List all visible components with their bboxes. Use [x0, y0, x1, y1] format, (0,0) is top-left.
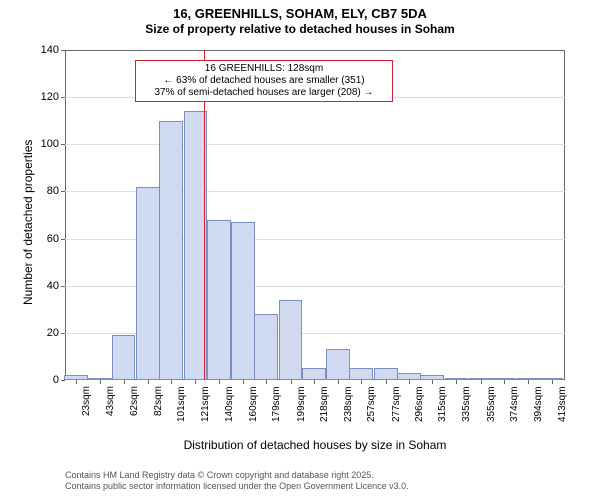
x-tick-label: 413sqm	[557, 386, 568, 422]
histogram-bar	[136, 187, 160, 380]
x-tick-label: 277sqm	[391, 386, 402, 422]
x-tick-label: 374sqm	[509, 386, 520, 422]
histogram-bar	[112, 335, 136, 380]
y-gridline	[65, 144, 565, 145]
histogram-bar	[279, 300, 303, 380]
histogram-bar	[207, 220, 231, 380]
x-tick-label: 121sqm	[200, 386, 211, 422]
y-tick-label: 80	[47, 185, 65, 197]
x-tick-label: 62sqm	[129, 386, 140, 416]
histogram-bar	[159, 121, 183, 380]
x-tick-mark	[409, 380, 410, 384]
x-tick-mark	[291, 380, 292, 384]
y-axis-label: Number of detached properties	[21, 140, 35, 305]
x-tick-label: 257sqm	[366, 386, 377, 422]
histogram-bar	[374, 368, 398, 380]
x-tick-mark	[361, 380, 362, 384]
x-tick-label: 238sqm	[343, 386, 354, 422]
x-tick-label: 140sqm	[224, 386, 235, 422]
chart-title-main: 16, GREENHILLS, SOHAM, ELY, CB7 5DA	[0, 6, 600, 22]
x-tick-mark	[171, 380, 172, 384]
y-tick-label: 100	[41, 138, 65, 150]
y-tick-label: 20	[47, 327, 65, 339]
x-tick-mark	[219, 380, 220, 384]
x-tick-mark	[195, 380, 196, 384]
credits-line-2: Contains public sector information licen…	[65, 481, 409, 492]
x-tick-mark	[456, 380, 457, 384]
chart-title-sub: Size of property relative to detached ho…	[0, 22, 600, 37]
x-tick-mark	[243, 380, 244, 384]
x-tick-mark	[338, 380, 339, 384]
annotation-line: ← 63% of detached houses are smaller (35…	[140, 75, 388, 87]
x-tick-mark	[266, 380, 267, 384]
x-tick-label: 335sqm	[461, 386, 472, 422]
x-tick-label: 160sqm	[248, 386, 259, 422]
x-tick-label: 355sqm	[486, 386, 497, 422]
credits-line-1: Contains HM Land Registry data © Crown c…	[65, 470, 409, 481]
annotation-box: 16 GREENHILLS: 128sqm← 63% of detached h…	[135, 60, 393, 102]
x-tick-label: 82sqm	[153, 386, 164, 416]
x-tick-label: 296sqm	[414, 386, 425, 422]
histogram-bar	[349, 368, 373, 380]
x-tick-mark	[528, 380, 529, 384]
x-tick-label: 23sqm	[81, 386, 92, 416]
chart-title-block: 16, GREENHILLS, SOHAM, ELY, CB7 5DA Size…	[0, 0, 600, 37]
histogram-bar	[397, 373, 421, 380]
histogram-bar	[231, 222, 255, 380]
histogram-bar	[302, 368, 326, 380]
x-tick-label: 394sqm	[533, 386, 544, 422]
x-tick-mark	[100, 380, 101, 384]
x-tick-mark	[504, 380, 505, 384]
annotation-line: 16 GREENHILLS: 128sqm	[140, 63, 388, 75]
x-tick-label: 199sqm	[296, 386, 307, 422]
histogram-bar	[254, 314, 278, 380]
credits-block: Contains HM Land Registry data © Crown c…	[65, 470, 409, 493]
y-tick-label: 40	[47, 280, 65, 292]
x-tick-mark	[386, 380, 387, 384]
y-tick-label: 60	[47, 233, 65, 245]
x-tick-mark	[314, 380, 315, 384]
x-tick-mark	[124, 380, 125, 384]
x-tick-label: 179sqm	[271, 386, 282, 422]
x-tick-mark	[76, 380, 77, 384]
plot-area: 02040608010012014023sqm43sqm62sqm82sqm10…	[65, 50, 565, 380]
x-tick-label: 43sqm	[105, 386, 116, 416]
annotation-line: 37% of semi-detached houses are larger (…	[140, 87, 388, 99]
x-tick-label: 218sqm	[319, 386, 330, 422]
y-tick-label: 120	[41, 91, 65, 103]
x-tick-mark	[481, 380, 482, 384]
x-tick-label: 315sqm	[437, 386, 448, 422]
x-tick-mark	[148, 380, 149, 384]
y-tick-label: 140	[41, 44, 65, 56]
x-tick-mark	[432, 380, 433, 384]
x-tick-label: 101sqm	[176, 386, 187, 422]
x-axis-label: Distribution of detached houses by size …	[65, 438, 565, 452]
histogram-bar	[326, 349, 350, 380]
x-tick-mark	[552, 380, 553, 384]
